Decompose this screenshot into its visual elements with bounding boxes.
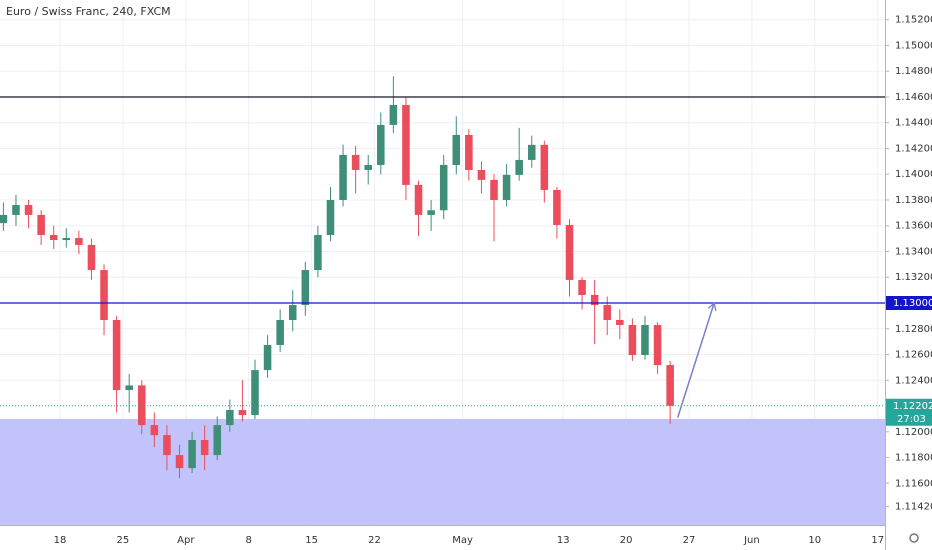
candle-body bbox=[414, 184, 423, 215]
y-tick-label: 1.11420 bbox=[895, 501, 932, 512]
candle-body bbox=[112, 319, 121, 391]
candle-body bbox=[641, 325, 649, 356]
candle-body bbox=[125, 385, 133, 391]
y-tick-label: 1.12800 bbox=[895, 324, 932, 335]
y-tick-label: 1.12000 bbox=[895, 427, 932, 438]
candle-body bbox=[351, 154, 360, 170]
y-tick-label: 1.13600 bbox=[895, 221, 932, 232]
last-price-box bbox=[886, 398, 932, 426]
projection-arrow bbox=[676, 301, 717, 418]
candle-body bbox=[439, 164, 448, 211]
y-tick-label: 1.14200 bbox=[895, 143, 932, 154]
candle-body bbox=[628, 325, 637, 356]
candle-body bbox=[490, 179, 498, 200]
x-tick-label: Apr bbox=[177, 535, 195, 546]
candle-body bbox=[175, 455, 184, 469]
candle-body bbox=[339, 154, 347, 200]
candle-body bbox=[578, 279, 586, 296]
x-tick-label: 27 bbox=[683, 535, 696, 546]
price-label-box bbox=[886, 295, 932, 310]
candle-body bbox=[590, 295, 599, 306]
candle-body bbox=[150, 425, 159, 436]
candle-body bbox=[251, 370, 259, 416]
candle-body bbox=[100, 270, 108, 320]
candle-body bbox=[603, 305, 612, 320]
chart-title: Euro / Swiss Franc, 240, FXCM bbox=[6, 5, 171, 18]
y-tick-label: 1.13400 bbox=[895, 246, 932, 257]
y-tick-label: 1.11600 bbox=[895, 478, 932, 489]
x-tick-label: 8 bbox=[246, 535, 252, 546]
x-tick-label: 10 bbox=[808, 535, 821, 546]
y-tick-label: 1.14600 bbox=[895, 92, 932, 103]
last-price-label: 1.12202 bbox=[893, 401, 932, 412]
candle-body bbox=[49, 235, 58, 241]
candle-body bbox=[238, 410, 247, 416]
candle-body bbox=[465, 134, 473, 170]
candle-body bbox=[389, 104, 398, 125]
candle-body bbox=[62, 237, 71, 241]
candle-body bbox=[301, 270, 310, 306]
x-tick-label: May bbox=[452, 535, 473, 546]
candle-body bbox=[565, 224, 574, 280]
candle-body bbox=[515, 159, 523, 175]
x-tick-label: 17 bbox=[871, 535, 884, 546]
y-tick-label: 1.13200 bbox=[895, 272, 932, 283]
x-tick-label: 22 bbox=[368, 535, 381, 546]
candle-body bbox=[653, 325, 662, 366]
candle-body bbox=[477, 169, 486, 180]
candle-body bbox=[540, 144, 549, 190]
candle-body bbox=[288, 305, 297, 320]
candle-body bbox=[377, 124, 385, 165]
candle-body bbox=[452, 134, 461, 165]
x-tick-label: 15 bbox=[305, 535, 318, 546]
candle-body bbox=[138, 385, 146, 426]
y-tick-label: 1.15000 bbox=[895, 40, 932, 51]
y-tick-label: 1.14400 bbox=[895, 118, 932, 129]
candle-body bbox=[188, 440, 196, 469]
y-tick-label: 1.11800 bbox=[895, 453, 932, 464]
plot-area bbox=[0, 76, 885, 525]
y-tick-label: 1.15200 bbox=[895, 15, 932, 26]
countdown-label: 27:03 bbox=[897, 414, 926, 425]
candle-body bbox=[87, 244, 96, 271]
y-tick-label: 1.12400 bbox=[895, 375, 932, 386]
candle-body bbox=[276, 319, 284, 345]
candle-body bbox=[12, 205, 20, 215]
support-zone bbox=[0, 418, 885, 525]
candle-body bbox=[326, 199, 335, 236]
candle-body bbox=[502, 174, 511, 200]
candle-body bbox=[263, 344, 272, 371]
candle-body bbox=[527, 144, 536, 160]
candle-body bbox=[213, 425, 222, 456]
x-tick-label: 18 bbox=[54, 535, 67, 546]
candle-body bbox=[666, 365, 674, 406]
x-tick-label: Jun bbox=[743, 535, 760, 546]
x-tick-label: 20 bbox=[620, 535, 633, 546]
candle-body bbox=[226, 410, 234, 426]
axes: 18 25 Apr 8 15 22 May 13 20 27 Jun 10 17 1.15200 1.150… bbox=[54, 15, 932, 546]
x-tick-label: 13 bbox=[557, 535, 570, 546]
y-tick-label: 1.14000 bbox=[895, 169, 932, 180]
candle-body bbox=[616, 319, 624, 326]
candle-body bbox=[0, 214, 8, 224]
candle-body bbox=[37, 214, 45, 236]
candle-body bbox=[163, 435, 171, 456]
candle-body bbox=[75, 237, 83, 245]
y-tick-label: 1.12600 bbox=[895, 350, 932, 361]
candle-body bbox=[402, 104, 410, 185]
settings-icon[interactable] bbox=[909, 533, 919, 543]
candle-body bbox=[427, 210, 435, 215]
y-tick-label: 1.14800 bbox=[895, 66, 932, 77]
candle-body bbox=[553, 189, 561, 225]
y-tick-label: 1.13800 bbox=[895, 195, 932, 206]
candle-body bbox=[314, 235, 322, 271]
x-tick-label: 25 bbox=[117, 535, 130, 546]
candle-body bbox=[200, 440, 209, 456]
price-label: 1.13000 bbox=[893, 298, 932, 309]
candle-body bbox=[24, 205, 33, 215]
candle-body bbox=[364, 164, 372, 170]
